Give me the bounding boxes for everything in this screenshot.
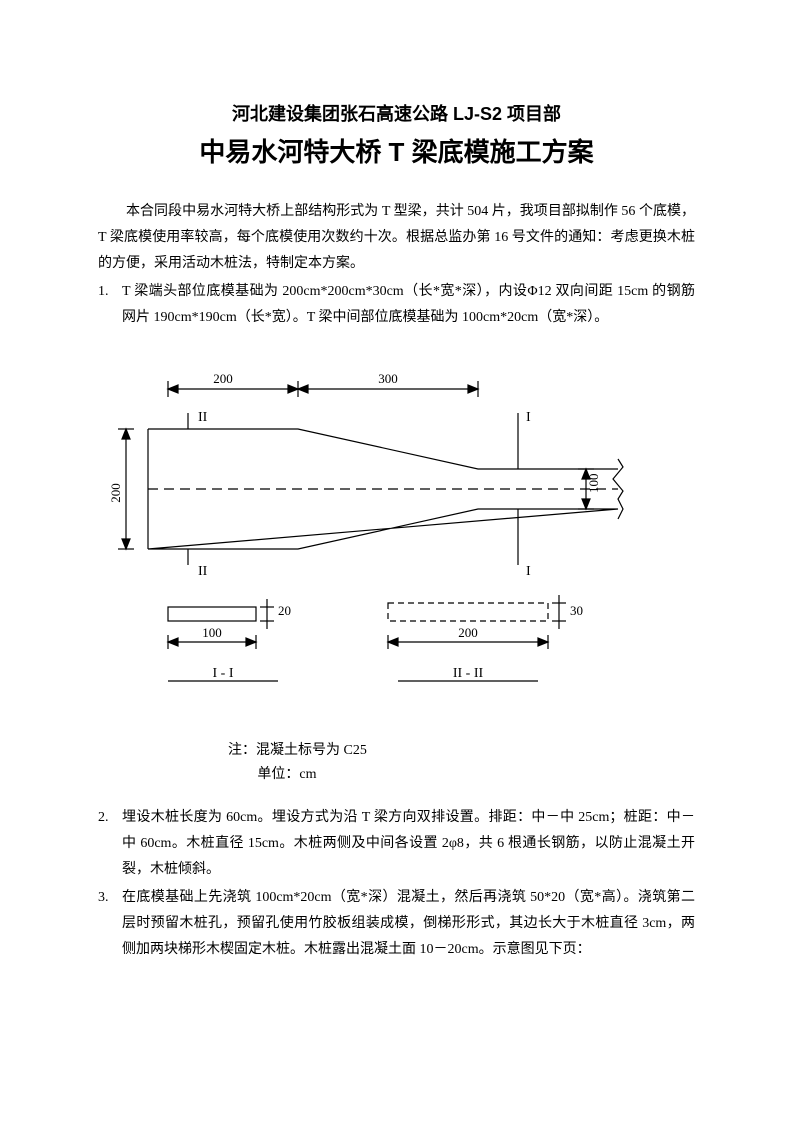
note-line-1: 注：混凝土标号为 C25 bbox=[228, 739, 695, 763]
doc-subtitle: 河北建设集团张石高速公路 LJ-S2 项目部 bbox=[98, 100, 695, 126]
section-mark-i-top: I bbox=[526, 410, 531, 425]
list-num: 2. bbox=[98, 805, 122, 883]
list-text: 在底模基础上先浇筑 100cm*20cm（宽*深）混凝土，然后再浇筑 50*20… bbox=[122, 885, 695, 963]
note-line-2: 单位：cm bbox=[257, 763, 695, 787]
list-item-2: 2. 埋设木桩长度为 60cm。埋设方式为沿 T 梁方向双排设置。排距：中－中 … bbox=[98, 805, 695, 883]
list-num: 1. bbox=[98, 279, 122, 331]
section-mark-ii-bottom: II bbox=[198, 564, 208, 579]
section-label-ii: II - II bbox=[453, 666, 484, 681]
dim-200-left: 200 bbox=[108, 483, 123, 503]
dim-100: 100 bbox=[202, 625, 222, 640]
technical-diagram: 200 300 200 100 II II I I 100 20 200 30 … bbox=[98, 359, 695, 729]
dim-300-top: 300 bbox=[378, 371, 398, 386]
doc-title: 中易水河特大桥 T 梁底模施工方案 bbox=[98, 132, 695, 169]
section-mark-ii-top: II bbox=[198, 410, 208, 425]
section-label-i: I - I bbox=[213, 666, 234, 681]
list-item-3: 3. 在底模基础上先浇筑 100cm*20cm（宽*深）混凝土，然后再浇筑 50… bbox=[98, 885, 695, 963]
list-text: T 梁端头部位底模基础为 200cm*200cm*30cm（长*宽*深），内设Φ… bbox=[122, 279, 695, 331]
list-item-1: 1. T 梁端头部位底模基础为 200cm*200cm*30cm（长*宽*深），… bbox=[98, 279, 695, 331]
dim-20: 20 bbox=[278, 603, 291, 618]
dim-200-top: 200 bbox=[213, 371, 233, 386]
diagram-notes: 注：混凝土标号为 C25 单位：cm bbox=[228, 739, 695, 787]
list-text: 埋设木桩长度为 60cm。埋设方式为沿 T 梁方向双排设置。排距：中－中 25c… bbox=[122, 805, 695, 883]
intro-paragraph: 本合同段中易水河特大桥上部结构形式为 T 型梁，共计 504 片，我项目部拟制作… bbox=[98, 199, 695, 277]
dim-30: 30 bbox=[570, 603, 583, 618]
dim-100-right: 100 bbox=[586, 474, 601, 494]
list-num: 3. bbox=[98, 885, 122, 963]
dim-200-sec: 200 bbox=[458, 625, 478, 640]
section-mark-i-bottom: I bbox=[526, 564, 531, 579]
